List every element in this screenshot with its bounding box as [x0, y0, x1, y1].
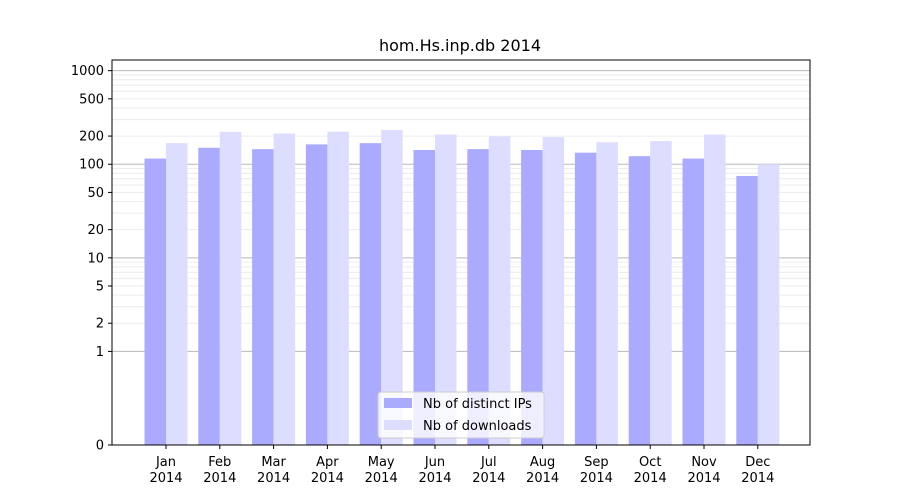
x-tick-label-year: 2014: [149, 471, 182, 486]
x-tick-label-month: Jan: [155, 455, 176, 470]
bar-downloads: [435, 134, 457, 445]
x-tick-label-month: Jul: [480, 455, 497, 470]
x-tick-label-month: May: [368, 455, 395, 470]
bar-distinct-ips: [413, 149, 435, 445]
chart-title: hom.Hs.inp.db 2014: [379, 36, 541, 55]
x-tick-label-year: 2014: [257, 471, 290, 486]
bar-downloads: [381, 130, 403, 445]
y-tick-label: 100: [79, 158, 104, 173]
y-tick-label: 0: [96, 439, 104, 454]
x-tick-label-year: 2014: [741, 471, 774, 486]
y-tick-label: 20: [87, 223, 104, 238]
x-tick-label-year: 2014: [203, 471, 236, 486]
legend: Nb of distinct IPs Nb of downloads: [377, 391, 545, 439]
bar-distinct-ips: [359, 143, 382, 445]
x-tick-label-month: Apr: [316, 455, 339, 470]
y-tick-label: 10: [87, 251, 104, 266]
x-axis: Jan2014Feb2014Mar2014Apr2014May2014Jun20…: [149, 445, 774, 486]
y-tick-label: 1: [96, 345, 104, 360]
y-tick-label: 200: [79, 130, 104, 145]
y-tick-label: 500: [79, 92, 104, 107]
legend-label-downloads: Nb of downloads: [423, 419, 532, 434]
bar-downloads: [704, 134, 726, 445]
x-tick-label-year: 2014: [687, 471, 720, 486]
x-tick-label-month: Sep: [584, 455, 609, 470]
bar-downloads: [757, 164, 780, 445]
x-tick-label-month: Mar: [261, 455, 286, 470]
bar-downloads: [542, 137, 565, 445]
bar-distinct-ips: [144, 158, 166, 445]
bar-distinct-ips: [628, 156, 651, 445]
bar-distinct-ips: [574, 152, 597, 445]
x-tick-label-month: Feb: [208, 455, 231, 470]
bar-downloads: [273, 133, 296, 445]
x-tick-label-month: Oct: [639, 455, 661, 470]
bar-distinct-ips: [252, 149, 274, 445]
y-tick-label: 5: [96, 280, 104, 295]
bar-downloads: [327, 131, 349, 445]
x-tick-label-year: 2014: [526, 471, 559, 486]
x-tick-label-month: Aug: [530, 455, 555, 470]
bar-downloads: [219, 131, 242, 445]
x-tick-label-year: 2014: [311, 471, 344, 486]
x-tick-label-year: 2014: [418, 471, 451, 486]
legend-swatch-downloads: [384, 420, 412, 430]
x-tick-label-month: Jun: [424, 455, 445, 470]
bar-distinct-ips: [305, 144, 328, 445]
legend-swatch-distinct-ips: [384, 398, 412, 408]
y-tick-label: 50: [87, 186, 104, 201]
bar-distinct-ips: [467, 149, 489, 445]
bar-downloads: [596, 142, 618, 445]
legend-box: [377, 391, 545, 439]
bar-distinct-ips: [736, 175, 758, 445]
bar-downloads: [166, 143, 188, 445]
x-tick-label-month: Dec: [745, 455, 770, 470]
plot-area-frame: [111, 59, 811, 446]
x-tick-label-month: Nov: [691, 455, 717, 470]
y-tick-label: 2: [96, 317, 104, 332]
y-axis: 0 1 2 5 10 20 50 100 200 500 1000: [71, 64, 112, 454]
x-tick-label-year: 2014: [472, 471, 505, 486]
bar-downloads: [650, 141, 672, 446]
bar-distinct-ips: [521, 149, 543, 445]
y-tick-label: 1000: [71, 64, 104, 79]
bar-distinct-ips: [682, 158, 704, 445]
x-tick-label-year: 2014: [580, 471, 613, 486]
x-tick-label-year: 2014: [634, 471, 667, 486]
bar-distinct-ips: [198, 147, 220, 445]
legend-label-distinct-ips: Nb of distinct IPs: [423, 397, 532, 412]
bars: [144, 130, 780, 446]
bar-downloads: [488, 136, 511, 445]
x-tick-label-year: 2014: [365, 471, 398, 486]
